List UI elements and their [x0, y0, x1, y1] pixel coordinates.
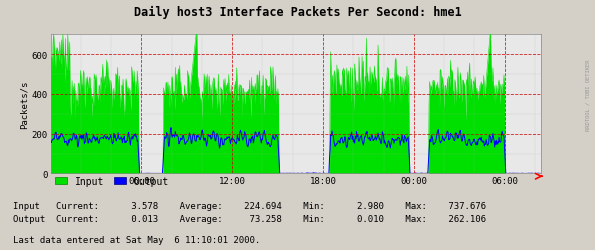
Legend: Input, Output: Input, Output	[55, 176, 168, 186]
Text: Daily host3 Interface Packets Per Second: hme1: Daily host3 Interface Packets Per Second…	[134, 6, 461, 19]
Text: RRDTOOL / TOBI OETIKER: RRDTOOL / TOBI OETIKER	[586, 60, 591, 130]
Text: Input   Current:      3.578    Average:    224.694    Min:      2.980    Max:   : Input Current: 3.578 Average: 224.694 Mi…	[13, 201, 486, 223]
Text: Last data entered at Sat May  6 11:10:01 2000.: Last data entered at Sat May 6 11:10:01 …	[13, 235, 261, 244]
Y-axis label: Packets/s: Packets/s	[20, 80, 29, 128]
